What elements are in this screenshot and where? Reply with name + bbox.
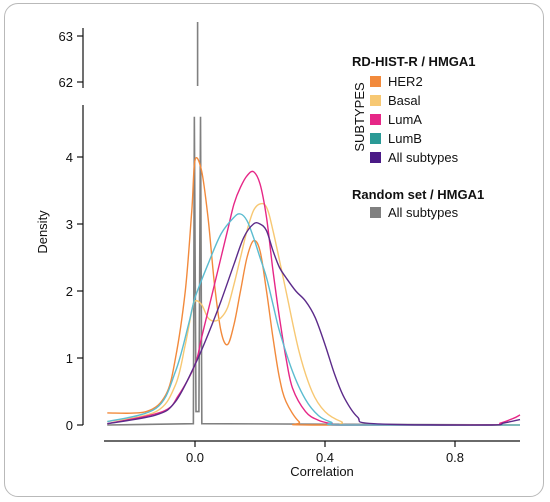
x-axis-label: Correlation (290, 464, 354, 479)
y-axis-label: Density (35, 210, 50, 254)
y-tick-label-0: 0 (66, 418, 73, 433)
x-tick-label-1: 0.4 (316, 450, 334, 465)
y-tick-label-62: 62 (59, 75, 73, 90)
series-line-her2 (107, 157, 521, 426)
legend-label-lumb: LumB (388, 131, 422, 146)
legend-swatch-her2 (370, 76, 381, 87)
legend-swatch-random (370, 207, 381, 218)
x-tick-label-0: 0.0 (186, 450, 204, 465)
curves (107, 22, 521, 426)
legend-subtypes-label: SUBTYPES (352, 82, 367, 152)
series-line-lumb (107, 213, 521, 426)
series-line-all-subtypes (107, 222, 521, 426)
legend-swatch-lumb (370, 133, 381, 144)
axes: 0 1 2 3 4 62 63 0.0 0.4 0.8 (59, 28, 520, 465)
legend-label-random: All subtypes (388, 205, 459, 220)
legend-swatch-luma (370, 114, 381, 125)
legend-label-luma: LumA (388, 112, 422, 127)
x-tick-label-2: 0.8 (446, 450, 464, 465)
series-random-all-subtypes (107, 116, 521, 426)
legend-swatch-basal (370, 95, 381, 106)
chart-frame (4, 3, 544, 497)
y-tick-label-3: 3 (66, 217, 73, 232)
legend-label-basal: Basal (388, 93, 421, 108)
y-tick-label-2: 2 (66, 284, 73, 299)
legend-swatch-all (370, 152, 381, 163)
legend-label-her2: HER2 (388, 74, 423, 89)
y-tick-label-63: 63 (59, 29, 73, 44)
legend: RD-HIST-R / HMGA1 SUBTYPES HER2 Basal Lu… (352, 54, 484, 220)
y-tick-label-4: 4 (66, 150, 73, 165)
legend-group1-title: RD-HIST-R / HMGA1 (352, 54, 476, 69)
legend-label-all: All subtypes (388, 150, 459, 165)
legend-group2-title: Random set / HMGA1 (352, 187, 484, 202)
y-tick-label-1: 1 (66, 351, 73, 366)
